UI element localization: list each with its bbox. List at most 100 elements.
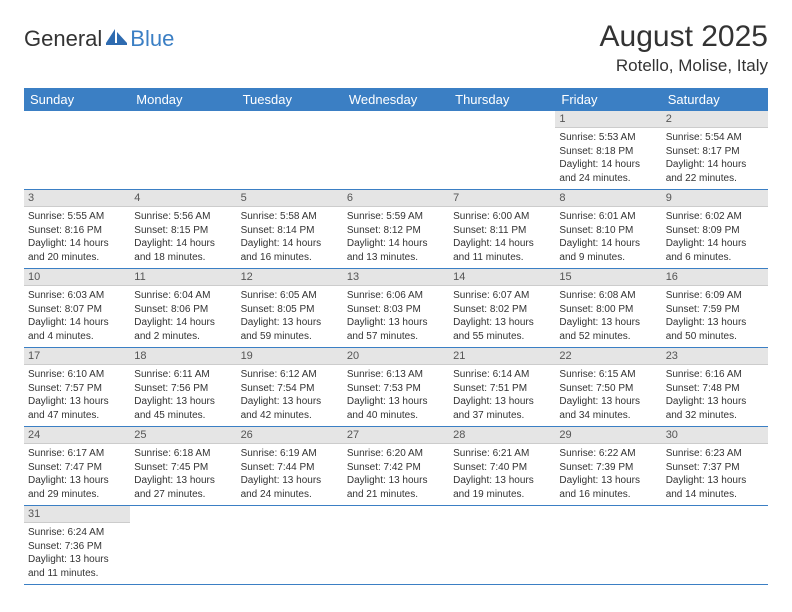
- sunset-line: Sunset: 7:44 PM: [241, 461, 339, 475]
- sunset-line: Sunset: 7:53 PM: [347, 382, 445, 396]
- sunrise-line: Sunrise: 6:15 AM: [559, 368, 657, 382]
- calendar-table: SundayMondayTuesdayWednesdayThursdayFrid…: [24, 88, 768, 585]
- sunset-line: Sunset: 8:14 PM: [241, 224, 339, 238]
- daylight-line1: Daylight: 13 hours: [28, 474, 126, 488]
- sunrise-line: Sunrise: 6:09 AM: [666, 289, 764, 303]
- sunrise-line: Sunrise: 6:18 AM: [134, 447, 232, 461]
- daylight-line2: and 27 minutes.: [134, 488, 232, 502]
- calendar-cell: 30Sunrise: 6:23 AMSunset: 7:37 PMDayligh…: [662, 427, 768, 506]
- sunrise-line: Sunrise: 6:04 AM: [134, 289, 232, 303]
- daylight-line1: Daylight: 14 hours: [453, 237, 551, 251]
- day-number: [130, 506, 236, 522]
- daylight-line1: Daylight: 13 hours: [241, 395, 339, 409]
- sunset-line: Sunset: 8:02 PM: [453, 303, 551, 317]
- sunset-line: Sunset: 8:15 PM: [134, 224, 232, 238]
- day-number: 13: [343, 269, 449, 286]
- daylight-line1: Daylight: 14 hours: [28, 237, 126, 251]
- day-number: 3: [24, 190, 130, 207]
- sunset-line: Sunset: 8:09 PM: [666, 224, 764, 238]
- daylight-line2: and 6 minutes.: [666, 251, 764, 265]
- calendar-cell: 1Sunrise: 5:53 AMSunset: 8:18 PMDaylight…: [555, 111, 661, 190]
- calendar-cell: [343, 111, 449, 190]
- daylight-line2: and 24 minutes.: [241, 488, 339, 502]
- day-number: 20: [343, 348, 449, 365]
- daylight-line1: Daylight: 13 hours: [559, 474, 657, 488]
- daylight-line1: Daylight: 13 hours: [666, 316, 764, 330]
- calendar-cell: 14Sunrise: 6:07 AMSunset: 8:02 PMDayligh…: [449, 269, 555, 348]
- sunset-line: Sunset: 7:56 PM: [134, 382, 232, 396]
- daylight-line2: and 19 minutes.: [453, 488, 551, 502]
- sunset-line: Sunset: 7:42 PM: [347, 461, 445, 475]
- daylight-line2: and 37 minutes.: [453, 409, 551, 423]
- calendar-cell: 8Sunrise: 6:01 AMSunset: 8:10 PMDaylight…: [555, 190, 661, 269]
- daylight-line1: Daylight: 14 hours: [347, 237, 445, 251]
- day-content: Sunrise: 6:01 AMSunset: 8:10 PMDaylight:…: [555, 207, 661, 268]
- day-number: 25: [130, 427, 236, 444]
- day-number: 7: [449, 190, 555, 207]
- day-number: [555, 506, 661, 522]
- day-number: 10: [24, 269, 130, 286]
- sunset-line: Sunset: 7:48 PM: [666, 382, 764, 396]
- daylight-line1: Daylight: 14 hours: [666, 237, 764, 251]
- daylight-line1: Daylight: 14 hours: [241, 237, 339, 251]
- day-number: 17: [24, 348, 130, 365]
- sunset-line: Sunset: 8:11 PM: [453, 224, 551, 238]
- calendar-cell: 9Sunrise: 6:02 AMSunset: 8:09 PMDaylight…: [662, 190, 768, 269]
- daylight-line1: Daylight: 13 hours: [347, 474, 445, 488]
- day-number: 14: [449, 269, 555, 286]
- daylight-line2: and 11 minutes.: [453, 251, 551, 265]
- sunrise-line: Sunrise: 6:07 AM: [453, 289, 551, 303]
- calendar-cell: 5Sunrise: 5:58 AMSunset: 8:14 PMDaylight…: [237, 190, 343, 269]
- sunrise-line: Sunrise: 5:58 AM: [241, 210, 339, 224]
- sunrise-line: Sunrise: 6:01 AM: [559, 210, 657, 224]
- sunrise-line: Sunrise: 6:23 AM: [666, 447, 764, 461]
- sunset-line: Sunset: 7:45 PM: [134, 461, 232, 475]
- calendar-cell: 10Sunrise: 6:03 AMSunset: 8:07 PMDayligh…: [24, 269, 130, 348]
- calendar-cell: [237, 506, 343, 585]
- calendar-cell: [662, 506, 768, 585]
- sunset-line: Sunset: 8:12 PM: [347, 224, 445, 238]
- sunrise-line: Sunrise: 6:02 AM: [666, 210, 764, 224]
- sunset-line: Sunset: 7:54 PM: [241, 382, 339, 396]
- day-content: Sunrise: 5:56 AMSunset: 8:15 PMDaylight:…: [130, 207, 236, 268]
- daylight-line2: and 45 minutes.: [134, 409, 232, 423]
- sunset-line: Sunset: 7:40 PM: [453, 461, 551, 475]
- daylight-line2: and 22 minutes.: [666, 172, 764, 186]
- day-number: 16: [662, 269, 768, 286]
- day-number: [449, 111, 555, 127]
- daylight-line2: and 4 minutes.: [28, 330, 126, 344]
- day-number: 28: [449, 427, 555, 444]
- day-content: Sunrise: 5:58 AMSunset: 8:14 PMDaylight:…: [237, 207, 343, 268]
- day-content: Sunrise: 6:19 AMSunset: 7:44 PMDaylight:…: [237, 444, 343, 505]
- sunset-line: Sunset: 7:37 PM: [666, 461, 764, 475]
- daylight-line1: Daylight: 14 hours: [134, 316, 232, 330]
- daylight-line2: and 50 minutes.: [666, 330, 764, 344]
- sunrise-line: Sunrise: 5:54 AM: [666, 131, 764, 145]
- day-number: 27: [343, 427, 449, 444]
- day-content: Sunrise: 6:15 AMSunset: 7:50 PMDaylight:…: [555, 365, 661, 426]
- daylight-line1: Daylight: 14 hours: [28, 316, 126, 330]
- daylight-line1: Daylight: 13 hours: [453, 395, 551, 409]
- sunrise-line: Sunrise: 5:53 AM: [559, 131, 657, 145]
- sunset-line: Sunset: 8:05 PM: [241, 303, 339, 317]
- calendar-week: 1Sunrise: 5:53 AMSunset: 8:18 PMDaylight…: [24, 111, 768, 190]
- calendar-cell: 16Sunrise: 6:09 AMSunset: 7:59 PMDayligh…: [662, 269, 768, 348]
- day-number: [237, 111, 343, 127]
- logo-blue: Blue: [130, 26, 174, 52]
- daylight-line2: and 14 minutes.: [666, 488, 764, 502]
- calendar-cell: 13Sunrise: 6:06 AMSunset: 8:03 PMDayligh…: [343, 269, 449, 348]
- calendar-cell: 12Sunrise: 6:05 AMSunset: 8:05 PMDayligh…: [237, 269, 343, 348]
- daylight-line2: and 47 minutes.: [28, 409, 126, 423]
- daylight-line1: Daylight: 13 hours: [241, 474, 339, 488]
- sunrise-line: Sunrise: 6:03 AM: [28, 289, 126, 303]
- sunrise-line: Sunrise: 6:19 AM: [241, 447, 339, 461]
- daylight-line2: and 2 minutes.: [134, 330, 232, 344]
- sunrise-line: Sunrise: 6:05 AM: [241, 289, 339, 303]
- logo-general: General: [24, 26, 102, 52]
- daylight-line1: Daylight: 14 hours: [559, 237, 657, 251]
- calendar-week: 17Sunrise: 6:10 AMSunset: 7:57 PMDayligh…: [24, 348, 768, 427]
- daylight-line2: and 34 minutes.: [559, 409, 657, 423]
- sunrise-line: Sunrise: 6:20 AM: [347, 447, 445, 461]
- sunrise-line: Sunrise: 5:56 AM: [134, 210, 232, 224]
- daylight-line2: and 55 minutes.: [453, 330, 551, 344]
